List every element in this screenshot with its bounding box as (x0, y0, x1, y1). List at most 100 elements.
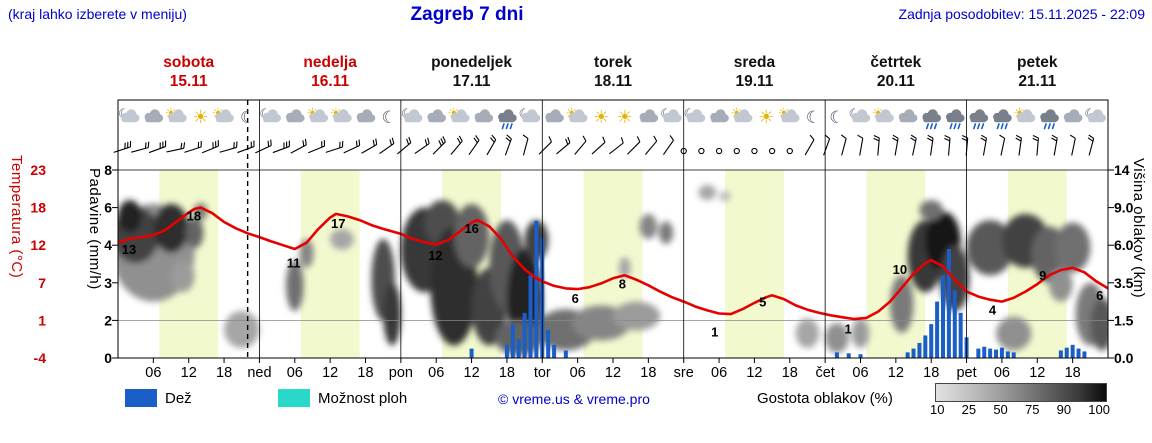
rain-bar (923, 335, 928, 358)
credit-link[interactable]: © vreme.us & vreme.pro (498, 391, 650, 407)
rain-bar (982, 346, 987, 358)
x-tick-label: čet (815, 365, 834, 381)
day-header-sreda: sreda 19.11 (684, 53, 824, 91)
wind-barb-icon (823, 134, 831, 156)
wind-barb-icon (379, 137, 395, 155)
cloud-axis-tick: 3.5 (1114, 275, 1134, 291)
x-tick-label: 12 (746, 365, 762, 381)
wind-barb-icon (873, 135, 880, 156)
cloud-blob (118, 200, 142, 233)
x-tick-label: 12 (605, 365, 621, 381)
wind-barb-icon (980, 134, 988, 156)
wind-barb-icon (927, 134, 934, 156)
cloud-icon (521, 109, 541, 123)
cloud-icon (545, 109, 564, 123)
density-tick: 10 (930, 402, 945, 417)
cloud-axis-tick: 9.0 (1114, 200, 1134, 216)
wind-barb-icon (804, 134, 815, 156)
cloud-axis-tick: 0.0 (1114, 350, 1134, 366)
precip-axis-tick: 8 (104, 162, 112, 178)
temp-axis-label: Temperatura (°C) (8, 155, 25, 279)
wind-barb-icon (201, 140, 219, 154)
rain-bar (546, 329, 551, 358)
wind-barb-icon (662, 135, 674, 156)
calm-circle-icon (786, 147, 793, 155)
rain-bar (905, 352, 910, 358)
last-update: Zadnja posodobitev: 15.11.2025 - 22:09 (898, 6, 1145, 22)
cloud-icon (875, 109, 894, 123)
cloud-density-gradient (935, 383, 1107, 402)
density-tick: 75 (1024, 402, 1040, 417)
x-tick-label: 18 (640, 365, 656, 381)
rain-bar (504, 344, 509, 358)
cloud-icon (1063, 109, 1083, 123)
showers-legend-swatch (278, 389, 310, 407)
cloud-icon (663, 109, 682, 123)
x-tick-label: 06 (852, 365, 868, 381)
sky-icons-row: ☾☀☀☀☾☾☀☀☾☾☀☾☀☀☀☾☾☀☀☀☾☾☾☀☀☾ (118, 105, 1107, 130)
rain-drops-icon (973, 123, 985, 130)
cloud-icon (168, 109, 187, 123)
temperature-value-label: 13 (122, 242, 136, 257)
cloud-axis-tick: 1.5 (1114, 312, 1134, 328)
wind-barb-icon (432, 136, 446, 155)
temperature-value-label: 5 (759, 294, 766, 309)
sky-icon-cloud-moon: ☾ (684, 106, 706, 123)
sky-icon-cloud (898, 109, 918, 123)
cloud-icon (356, 109, 376, 123)
x-tick-label: 06 (570, 365, 586, 381)
rain-bar (552, 344, 557, 358)
density-tick: 100 (1088, 402, 1110, 417)
cloud-icon (309, 109, 329, 123)
wind-barb-icon (272, 140, 290, 154)
cloud-axis-tick: 6.0 (1114, 237, 1134, 253)
rain-bar (958, 312, 963, 358)
sky-icon-cloud (144, 109, 164, 123)
temperature-value-label: 8 (619, 276, 626, 291)
temp-axis-tick: 1 (38, 312, 46, 328)
day-header-ponedeljek: ponedeljek 17.11 (402, 53, 542, 91)
wind-barb-icon (325, 140, 344, 153)
precip-axis-tick: 4 (104, 237, 112, 253)
sky-icon-cloud-sun: ☀ (448, 105, 470, 123)
cloud-axis-label: Višina oblakov (km) (1130, 158, 1147, 299)
temperature-value-label: 1 (845, 321, 852, 336)
wind-barb-icon (944, 135, 951, 156)
rain-drops-icon (925, 123, 938, 130)
cloud-icon (969, 109, 989, 123)
rain-bar (563, 350, 568, 358)
wind-barb-icon (910, 134, 917, 156)
rain-bar (917, 342, 922, 358)
rain-bar (469, 348, 474, 358)
precip-axis-tick: 0 (104, 350, 112, 366)
cloud-blob (658, 221, 674, 244)
wind-barb-icon (113, 140, 132, 153)
menu-hint: (kraj lahko izberete v meniju) (8, 6, 187, 22)
sky-icon-cloud-rain (993, 109, 1012, 130)
sky-icon-cloud-rain (922, 109, 942, 130)
rain-legend-label: Dež (165, 390, 192, 407)
x-tick-label: sre (674, 365, 694, 381)
wind-barb-icon (255, 139, 272, 154)
sky-icon-cloud-sun: ☀ (330, 105, 352, 123)
cloud-density-label: Gostota oblakov (%) (757, 390, 893, 407)
cloud-icon (450, 109, 470, 123)
wind-barb-icon (361, 138, 378, 154)
calm-circle-icon (715, 147, 723, 155)
sky-icon-cloud-sun: ☀ (1013, 105, 1036, 123)
rain-bar (522, 312, 527, 358)
rain-bar (988, 348, 993, 358)
wind-barb-icon (556, 136, 571, 155)
cloud-blob (383, 282, 401, 346)
x-tick-label: tor (534, 365, 551, 381)
sky-icon-cloud-moon: ☾ (660, 106, 682, 123)
wind-barb-icon (219, 141, 238, 153)
temp-axis-tick: 23 (30, 162, 46, 178)
precip-axis-tick: 3 (104, 275, 112, 291)
cloud-icon (427, 109, 447, 123)
cloud-icon (144, 109, 164, 123)
x-tick-label: 06 (711, 365, 727, 381)
cloud-blob (795, 318, 820, 348)
cloud-icon (993, 109, 1012, 123)
